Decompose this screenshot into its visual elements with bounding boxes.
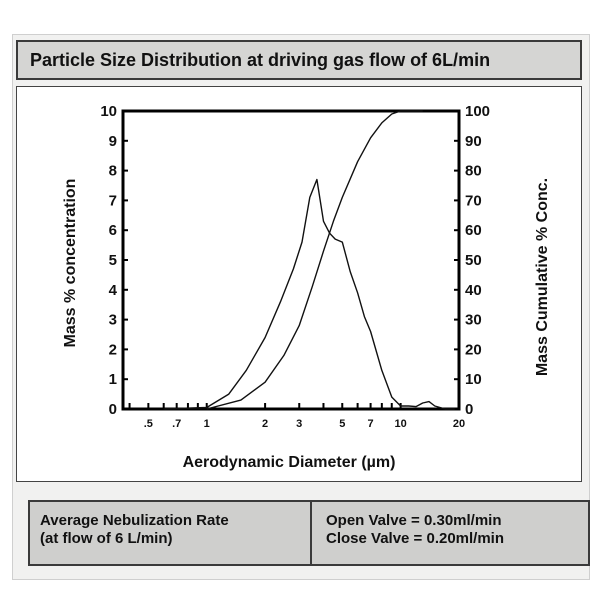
open-valve-rate: Open Valve = 0.30ml/min <box>326 512 502 529</box>
y-left-tick-label: 7 <box>109 192 117 209</box>
nebulization-rate-panel: Average Nebulization Rate (at flow of 6 … <box>28 500 590 566</box>
x-tick-label: 2 <box>262 418 268 430</box>
y-right-tick-label: 0 <box>465 401 473 418</box>
y-right-tick-label: 70 <box>465 192 482 209</box>
x-tick-label: 20 <box>453 418 465 430</box>
y-left-tick-label: 2 <box>109 341 117 358</box>
y-right-tick-label: 40 <box>465 282 482 299</box>
rate-label-cell: Average Nebulization Rate (at flow of 6 … <box>30 502 312 564</box>
y-right-tick-label: 80 <box>465 163 482 180</box>
chart-svg: .5 .7 1 2 3 5 7 10 20 0 1 2 3 4 5 6 7 8 9 10 0 10 20 30 40 50 60… <box>62 103 551 471</box>
x-tick-label: 10 <box>395 418 407 430</box>
series-group <box>163 110 455 410</box>
y-right-tick-label: 90 <box>465 133 482 150</box>
y-left-tick-label: 9 <box>109 133 117 150</box>
x-tick-label: .7 <box>172 418 181 430</box>
x-tick-label: 7 <box>368 418 374 430</box>
y-left-ticks: 0 1 2 3 4 5 6 7 8 9 10 <box>100 103 128 418</box>
y-left-tick-label: 5 <box>109 252 117 269</box>
rate-label-line2: (at flow of 6 L/min) <box>40 530 173 547</box>
mass-concentration-line <box>163 178 455 410</box>
rate-values-cell: Open Valve = 0.30ml/min Close Valve = 0.… <box>314 502 588 574</box>
y-right-tick-label: 100 <box>465 103 490 120</box>
y-left-tick-label: 6 <box>109 222 117 239</box>
cumulative-mass-line <box>206 110 423 410</box>
y-left-tick-label: 8 <box>109 163 117 180</box>
y-right-tick-label: 20 <box>465 341 482 358</box>
x-tick-label: .5 <box>144 418 153 430</box>
y-left-tick-label: 3 <box>109 312 117 329</box>
chart-panel: .5 .7 1 2 3 5 7 10 20 0 1 2 3 4 5 6 7 8 9 10 0 10 20 30 40 50 60… <box>16 86 582 482</box>
y-left-axis-label: Mass % concentration <box>62 179 79 348</box>
y-right-tick-label: 50 <box>465 252 482 269</box>
y-left-tick-label: 4 <box>109 282 118 299</box>
y-right-tick-label: 60 <box>465 222 482 239</box>
x-axis-ticks: .5 .7 1 2 3 5 7 10 20 <box>128 403 465 430</box>
y-right-axis-label: Mass Cumulative % Conc. <box>534 178 551 376</box>
y-right-tick-label: 10 <box>465 371 482 388</box>
page-title: Particle Size Distribution at driving ga… <box>30 49 491 70</box>
title-bar: Particle Size Distribution at driving ga… <box>16 40 582 80</box>
y-left-tick-label: 1 <box>109 371 117 388</box>
y-left-tick-label: 10 <box>100 103 117 120</box>
y-left-tick-label: 0 <box>109 401 117 418</box>
x-axis-label: Aerodynamic Diameter (µm) <box>183 454 396 471</box>
plot-frame <box>121 109 461 411</box>
rate-label-line1: Average Nebulization Rate <box>40 512 229 529</box>
close-valve-rate: Close Valve = 0.20ml/min <box>326 530 505 547</box>
x-tick-label: 3 <box>296 418 302 430</box>
y-right-tick-label: 30 <box>465 312 482 329</box>
x-tick-label: 1 <box>204 418 210 430</box>
y-right-ticks: 0 10 20 30 40 50 60 70 80 90 100 <box>454 103 490 418</box>
x-tick-label: 5 <box>339 418 345 430</box>
